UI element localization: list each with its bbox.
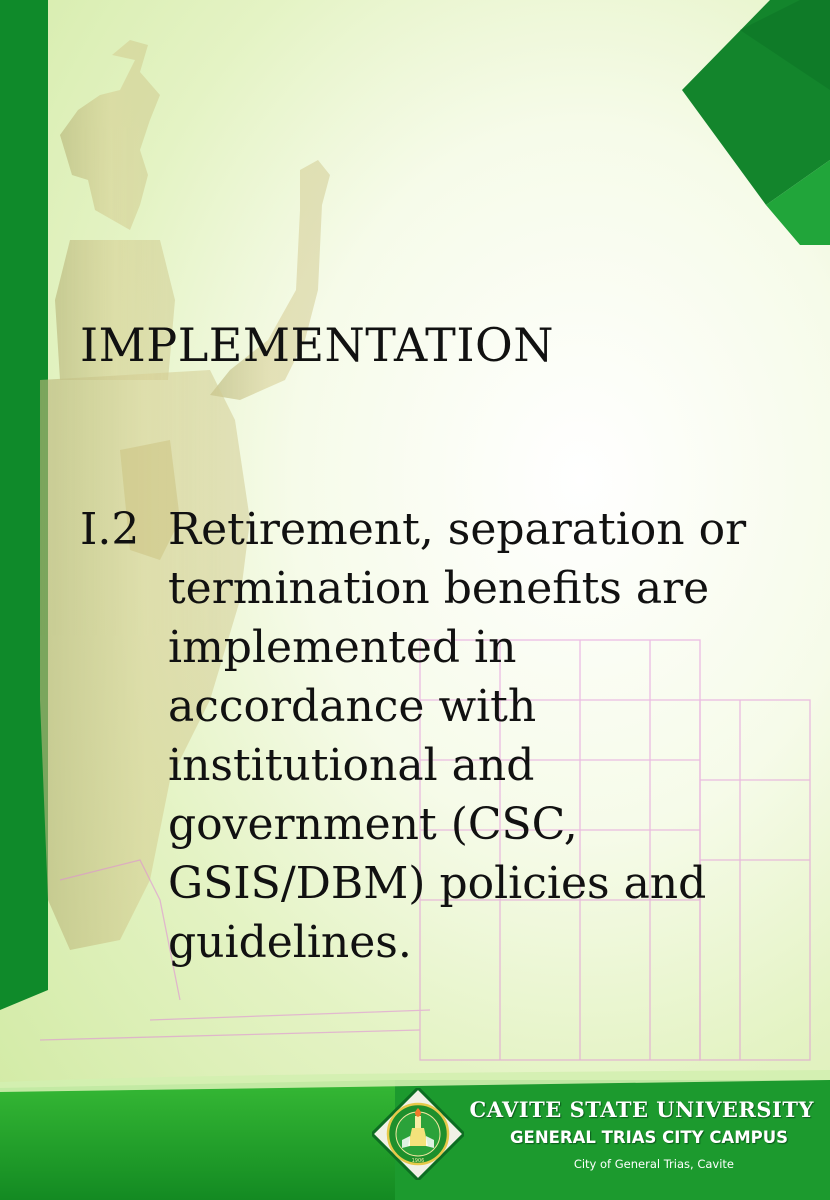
corner-shape-light [766,160,830,245]
building-sketch [39,639,811,1061]
slide-title: IMPLEMENTATION [80,318,554,372]
item-line: guidelines. [168,917,412,968]
university-seal-logo: 1906 [372,1088,464,1180]
item-line: GSIS/DBM) policies and [168,858,707,909]
university-name: CAVITE STATE UNIVERSITY [469,1097,814,1122]
footer-band-left [0,1080,395,1200]
footer-band-right [395,1080,830,1200]
campus-location: City of General Trias, Cavite [573,1157,734,1171]
item-line: accordance with [168,681,537,732]
seal-year: 1906 [412,1158,425,1164]
item-number: I.2 [80,504,140,555]
campus-name: GENERAL TRIAS CITY CAMPUS [510,1128,788,1147]
item-line: Retirement, separation or [168,504,747,555]
item-line: implemented in [168,622,517,673]
item-line: termination benefits are [168,563,710,614]
item-text: Retirement, separation or termination be… [168,500,758,972]
statue-image [40,40,330,950]
item-line: institutional and [168,740,535,791]
left-green-band [0,0,48,1010]
item-line: government (CSC, [168,799,578,850]
